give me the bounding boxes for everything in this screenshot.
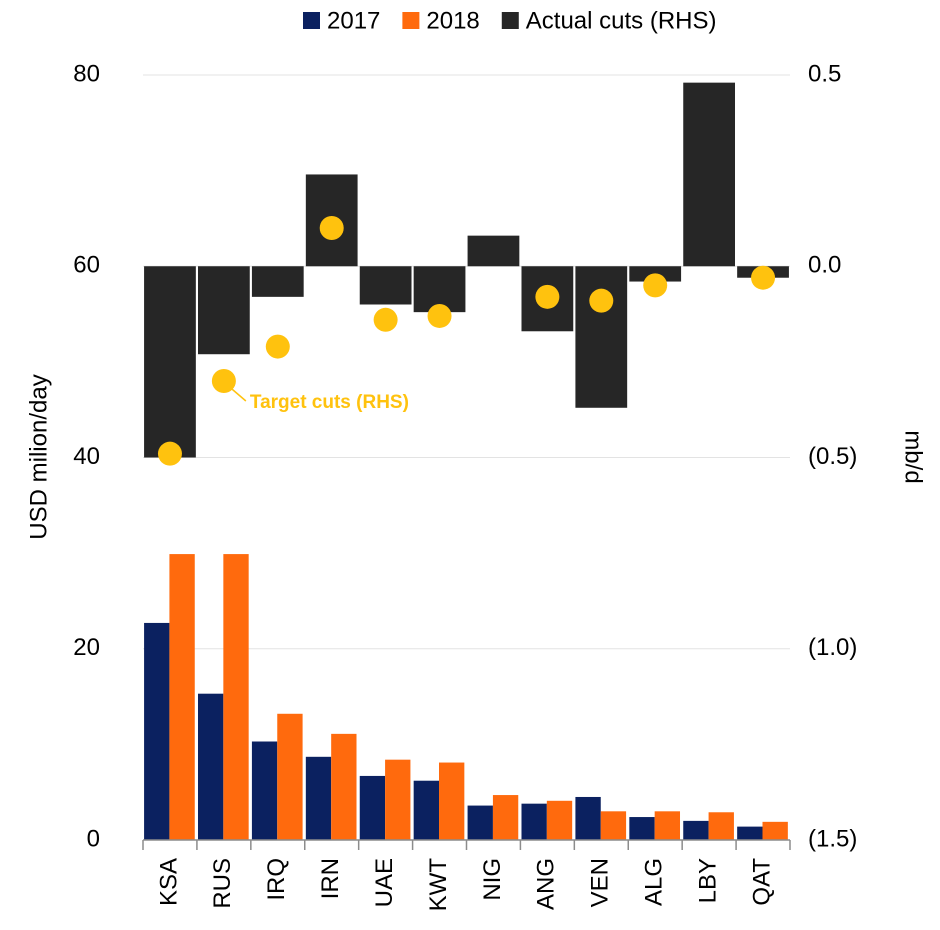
bar	[654, 811, 681, 840]
y-tick-label: 0	[87, 825, 100, 852]
legend-label: 2018	[426, 7, 479, 34]
x-tick-label: ANG	[533, 858, 560, 910]
bar	[467, 805, 493, 840]
actual-cut-bar	[197, 266, 250, 355]
y2-tick-label: 0.0	[808, 252, 841, 279]
x-tick-label: QAT	[748, 858, 775, 906]
y2-axis-label: mb/d	[900, 430, 927, 483]
x-tick-label: LBY	[694, 858, 721, 903]
x-tick-label: NIG	[479, 858, 506, 901]
target-cut-dot	[373, 307, 398, 332]
bar	[331, 733, 357, 840]
legend-swatch	[303, 12, 320, 29]
bar	[439, 762, 465, 840]
x-tick-label: IRQ	[263, 858, 290, 901]
bar	[492, 795, 519, 840]
bar	[277, 713, 303, 840]
bar	[683, 820, 709, 840]
bar	[251, 741, 278, 840]
x-tick-label: VEN	[587, 858, 614, 907]
bar	[762, 821, 788, 840]
bar	[413, 780, 440, 840]
bar	[144, 622, 170, 840]
bar	[169, 554, 195, 840]
bar	[385, 759, 411, 840]
y2-tick-label: (0.5)	[808, 443, 857, 470]
target-cut-dot	[589, 288, 614, 313]
bar	[197, 693, 224, 840]
target-cut-dot	[319, 216, 344, 240]
target-cut-dot	[535, 284, 560, 309]
y2-tick-label: (1.5)	[808, 825, 857, 852]
bar	[305, 756, 332, 840]
actual-cut-bar	[467, 235, 520, 267]
bar	[546, 800, 573, 840]
legend-swatch	[501, 12, 519, 29]
x-tick-label: UAE	[371, 858, 398, 907]
legend-swatch	[402, 12, 420, 29]
x-tick-label: KSA	[155, 858, 182, 906]
x-tick-label: RUS	[209, 858, 236, 909]
bar	[575, 796, 601, 840]
target-cut-dot	[751, 265, 776, 290]
actual-cut-bar	[575, 266, 628, 408]
y-axis-label: USD milion/day	[25, 374, 52, 539]
bar	[521, 803, 547, 840]
x-tick-label: IRN	[317, 858, 344, 899]
y2-tick-label: 0.5	[808, 60, 841, 87]
y-tick-label: 20	[73, 634, 100, 661]
x-tick-label: KWT	[425, 858, 452, 912]
target-cut-dot	[157, 441, 182, 466]
bar	[629, 817, 655, 840]
y2-tick-label: (1.0)	[808, 634, 857, 661]
target-cut-dot	[265, 334, 290, 359]
y-tick-label: 80	[73, 60, 100, 87]
bar	[223, 554, 249, 840]
target-cut-dot	[643, 273, 668, 298]
legend-label: Actual cuts (RHS)	[526, 7, 717, 34]
bar	[737, 826, 763, 840]
annotation: Target cuts (RHS)	[250, 392, 409, 413]
y-tick-label: 40	[73, 443, 100, 470]
actual-cut-bar	[251, 266, 304, 297]
bar	[708, 812, 734, 840]
bar	[600, 811, 627, 840]
target-cut-dot	[427, 303, 452, 328]
bar	[359, 775, 386, 840]
x-tick-label: ALG	[641, 858, 668, 906]
y-tick-label: 60	[73, 252, 100, 279]
actual-cut-bar	[359, 266, 412, 305]
target-cut-dot	[211, 369, 236, 393]
annotation-leader	[231, 388, 247, 402]
actual-cut-bar	[144, 266, 196, 458]
legend-label: 2017	[327, 7, 380, 34]
actual-cut-bar	[683, 82, 736, 267]
